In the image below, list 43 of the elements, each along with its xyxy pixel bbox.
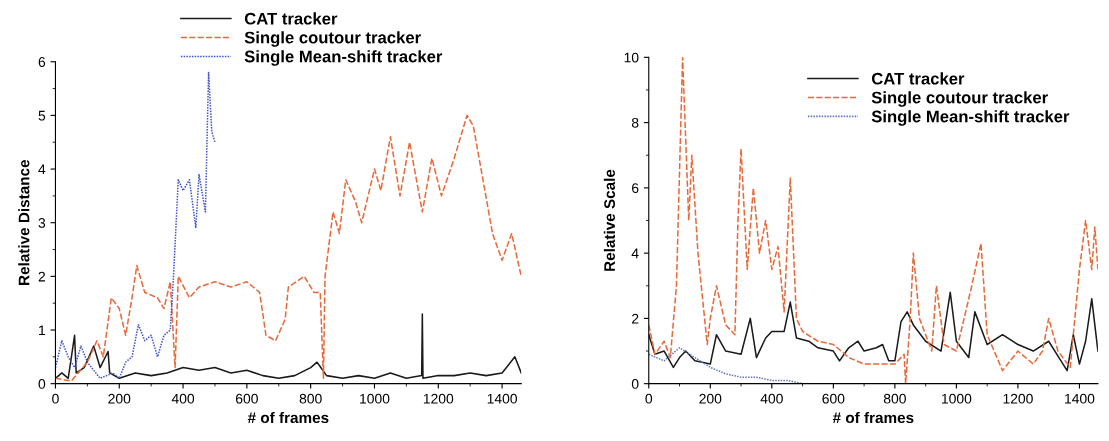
x-tick-label: 1400 xyxy=(1065,393,1095,404)
line-series xyxy=(648,291,1098,372)
x-tick-label: 200 xyxy=(108,393,131,404)
x-tick-label: 1400 xyxy=(487,393,517,404)
x-axis-title: # of frames xyxy=(832,411,914,424)
y-tick-label: 2 xyxy=(632,313,639,324)
y-tick-label: 3 xyxy=(38,218,46,228)
y-tick-label: 0 xyxy=(38,379,46,389)
x-tick-label: 1200 xyxy=(1003,393,1033,404)
y-tick-label: 4 xyxy=(631,248,639,259)
x-tick-label: 400 xyxy=(760,393,783,404)
y-axis-title: Relative Scale xyxy=(603,169,616,271)
x-tick-label: 1000 xyxy=(942,393,972,404)
x-tick-label: 400 xyxy=(171,393,195,404)
y-tick-label: 10 xyxy=(624,52,639,63)
x-tick-label: 1200 xyxy=(423,393,454,404)
y-tick-label: 0 xyxy=(631,379,639,389)
x-tick-label: 800 xyxy=(883,393,906,404)
legend-label: Single Mean-shift tracker xyxy=(871,110,1070,126)
x-tick-label: 0 xyxy=(645,393,653,404)
legend-label: CAT tracker xyxy=(871,72,965,85)
legend-label: CAT tracker xyxy=(244,12,338,25)
legend-label: Single coutour tracker xyxy=(244,31,421,47)
y-tick-label: 5 xyxy=(38,110,46,121)
x-tick-label: 200 xyxy=(699,393,722,404)
y-tick-label: 6 xyxy=(38,57,46,67)
y-tick-label: 2 xyxy=(38,271,46,282)
y-tick-label: 4 xyxy=(38,164,46,175)
x-tick-label: 600 xyxy=(822,393,845,404)
line-series xyxy=(55,71,216,380)
y-tick-label: 8 xyxy=(631,117,639,128)
y-axis-title: Relative Distance xyxy=(18,159,30,285)
legend-label: Single coutour tracker xyxy=(871,91,1048,107)
x-tick-label: 800 xyxy=(299,393,322,404)
x-axis-title: # of frames xyxy=(247,411,329,424)
line-series xyxy=(648,347,804,384)
y-tick-label: 6 xyxy=(632,183,639,194)
legend-label: Single Mean-shift tracker xyxy=(244,50,443,66)
x-tick-label: 1000 xyxy=(360,393,390,404)
line-series xyxy=(55,313,522,380)
y-tick-label: 1 xyxy=(39,325,46,336)
x-tick-label: 600 xyxy=(235,393,258,404)
x-tick-label: 0 xyxy=(52,393,59,404)
